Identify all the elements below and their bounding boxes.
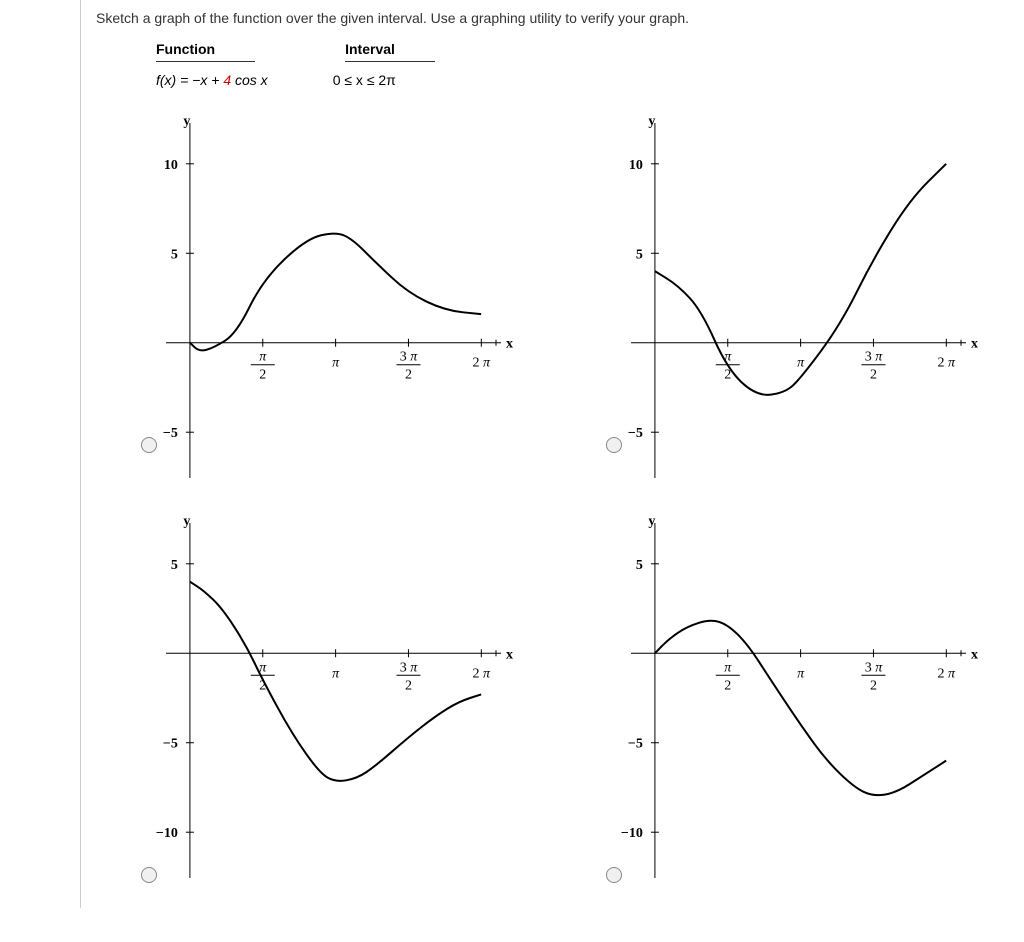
chart-svg: yx−5510π2π3 π22 π — [561, 108, 981, 498]
header-function: Function — [156, 41, 255, 62]
svg-text:2: 2 — [870, 678, 877, 693]
svg-text:2: 2 — [724, 678, 731, 693]
interval-expression: 0 ≤ x ≤ 2π — [333, 72, 396, 88]
svg-text:π: π — [332, 356, 340, 371]
svg-text:π: π — [797, 666, 805, 681]
svg-text:−5: −5 — [163, 426, 178, 441]
svg-text:5: 5 — [636, 558, 643, 573]
svg-text:2 π: 2 π — [473, 666, 492, 681]
svg-text:x: x — [971, 337, 978, 352]
answer-radio-topLeft[interactable] — [141, 437, 157, 453]
svg-text:10: 10 — [164, 158, 178, 173]
chart-option-bottomRight: y x −10 −5 5 π 2 π 3 π 2 2 π — [561, 508, 1016, 898]
chart-option-topLeft: y x −5 5 10 π 2 π 3 π 2 2 π — [96, 108, 551, 498]
svg-text:π: π — [259, 350, 267, 365]
svg-text:5: 5 — [636, 247, 643, 262]
chart-option-bottomLeft: yx−10−55π2π3 π22 π — [96, 508, 551, 898]
svg-text:10: 10 — [629, 158, 643, 173]
svg-text:2: 2 — [870, 368, 877, 383]
svg-text:2 π: 2 π — [938, 356, 957, 371]
chart-svg: yx−10−55π2π3 π22 π — [96, 508, 516, 898]
svg-text:3 π: 3 π — [865, 350, 884, 365]
svg-text:2: 2 — [405, 368, 412, 383]
svg-text:−5: −5 — [163, 737, 178, 752]
svg-text:2 π: 2 π — [473, 356, 492, 371]
chart-svg: y x −5 5 10 π 2 π 3 π 2 2 π — [96, 108, 516, 498]
svg-text:−10: −10 — [621, 826, 643, 841]
svg-text:−10: −10 — [156, 826, 178, 841]
svg-text:2 π: 2 π — [938, 666, 957, 681]
svg-text:y: y — [183, 114, 190, 129]
svg-text:3 π: 3 π — [400, 350, 419, 365]
svg-text:y: y — [648, 514, 655, 529]
svg-text:5: 5 — [171, 558, 178, 573]
svg-text:y: y — [183, 514, 190, 529]
svg-text:π: π — [724, 660, 732, 675]
svg-text:x: x — [506, 337, 513, 352]
svg-text:−5: −5 — [628, 737, 643, 752]
svg-text:x: x — [971, 647, 978, 662]
svg-text:2: 2 — [259, 368, 266, 383]
svg-text:2: 2 — [405, 678, 412, 693]
chart-svg: y x −10 −5 5 π 2 π 3 π 2 2 π — [561, 508, 981, 898]
chart-option-topRight: yx−5510π2π3 π22 π — [561, 108, 1016, 498]
answer-radio-bottomRight[interactable] — [606, 867, 622, 883]
question-prompt: Sketch a graph of the function over the … — [96, 10, 1016, 26]
svg-text:y: y — [648, 114, 655, 129]
svg-text:3 π: 3 π — [400, 660, 419, 675]
function-expression: f(x) = −x + 4 cos x — [156, 72, 268, 88]
header-interval: Interval — [345, 41, 435, 62]
svg-text:π: π — [332, 666, 340, 681]
svg-text:π: π — [797, 356, 805, 371]
answer-radio-bottomLeft[interactable] — [141, 867, 157, 883]
svg-text:−5: −5 — [628, 426, 643, 441]
svg-text:3 π: 3 π — [865, 660, 884, 675]
answer-radio-topRight[interactable] — [606, 437, 622, 453]
svg-text:5: 5 — [171, 247, 178, 262]
svg-text:x: x — [506, 647, 513, 662]
